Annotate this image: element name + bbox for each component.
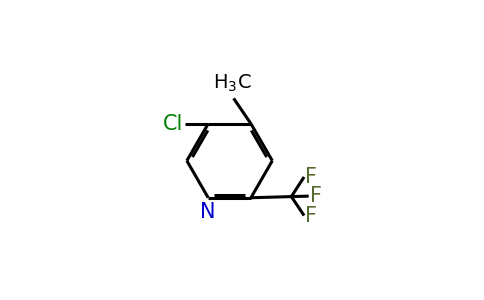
Text: F: F [310,186,322,206]
Text: F: F [305,167,317,187]
Text: N: N [200,202,216,222]
Text: $\mathrm{H_3C}$: $\mathrm{H_3C}$ [213,73,252,94]
Text: F: F [305,206,317,226]
Text: Cl: Cl [163,114,183,134]
